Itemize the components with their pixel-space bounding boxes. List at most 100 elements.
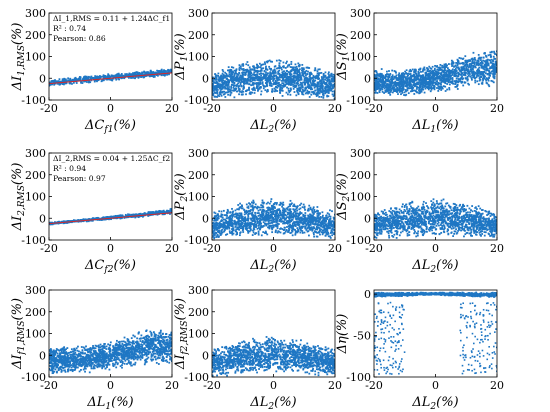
data-point <box>376 82 379 85</box>
data-point <box>387 86 389 89</box>
data-point <box>260 204 263 207</box>
data-point <box>472 71 475 73</box>
data-point <box>413 85 416 88</box>
data-point <box>264 73 267 76</box>
x-axis-label: ΔL2(%) <box>249 118 296 135</box>
data-point <box>312 82 314 85</box>
data-point <box>234 79 237 82</box>
data-point <box>444 69 447 72</box>
data-point <box>382 78 385 81</box>
data-point <box>479 78 481 81</box>
data-point <box>214 85 217 88</box>
data-point <box>454 81 457 83</box>
data-point <box>281 84 284 87</box>
data-point <box>436 65 439 67</box>
data-point <box>324 89 327 92</box>
data-point <box>282 70 285 73</box>
data-point <box>273 71 276 74</box>
data-point <box>117 77 120 80</box>
data-point <box>235 72 237 75</box>
data-point <box>276 67 278 70</box>
data-point <box>381 81 384 84</box>
data-point <box>225 80 228 83</box>
data-point <box>286 75 289 78</box>
data-point <box>265 75 268 77</box>
data-point <box>433 86 436 88</box>
data-point <box>288 228 291 231</box>
data-point <box>224 87 226 90</box>
data-point <box>285 82 288 85</box>
data-point <box>265 60 268 63</box>
data-point <box>438 66 441 69</box>
data-point <box>389 86 391 89</box>
data-point <box>235 85 238 87</box>
data-point <box>322 72 325 75</box>
y-tick-label: -100 <box>346 94 371 107</box>
data-point <box>410 74 413 77</box>
data-point <box>156 213 159 216</box>
data-point <box>85 218 88 221</box>
data-point <box>330 88 333 90</box>
data-point <box>259 81 262 83</box>
data-point <box>116 75 118 77</box>
data-point <box>432 84 434 87</box>
data-point <box>266 88 269 91</box>
data-point <box>296 89 298 92</box>
data-point <box>400 78 402 81</box>
data-point <box>374 74 376 77</box>
data-point <box>245 81 248 84</box>
data-point <box>296 69 299 72</box>
data-point <box>216 81 219 84</box>
data-point <box>125 215 127 218</box>
data-point <box>293 75 296 77</box>
data-point <box>239 74 242 77</box>
data-point <box>333 91 335 94</box>
data-point <box>75 78 77 81</box>
data-point <box>403 94 405 96</box>
data-point <box>164 211 166 214</box>
data-point <box>414 72 417 75</box>
data-point <box>419 78 422 81</box>
data-point <box>83 76 86 79</box>
data-point <box>332 77 335 80</box>
data-point <box>424 78 427 81</box>
data-point <box>262 72 264 75</box>
data-point <box>297 92 300 95</box>
data-point <box>302 81 305 84</box>
fit-annotation: R² : 0.94 <box>53 164 86 173</box>
data-point <box>119 74 122 77</box>
data-point <box>325 89 328 92</box>
data-point <box>474 65 476 68</box>
data-point <box>293 71 296 73</box>
data-point <box>448 71 450 74</box>
data-point <box>496 53 497 56</box>
data-point <box>459 70 462 72</box>
data-point <box>463 69 466 72</box>
data-point <box>299 90 301 92</box>
data-point <box>53 83 56 86</box>
data-point <box>78 77 80 80</box>
data-point <box>75 82 78 84</box>
data-point <box>219 85 222 87</box>
data-point <box>484 75 486 78</box>
data-point <box>391 78 394 81</box>
data-point <box>247 215 250 218</box>
data-point <box>297 76 300 79</box>
data-point <box>469 65 472 68</box>
data-point <box>434 74 437 76</box>
data-point <box>315 225 318 228</box>
data-point <box>326 90 328 93</box>
data-point <box>307 85 310 87</box>
data-point <box>376 78 379 80</box>
data-point <box>230 230 233 233</box>
data-point <box>374 87 375 89</box>
data-point <box>328 89 331 92</box>
data-point <box>473 75 476 78</box>
data-point <box>230 214 233 216</box>
data-point <box>239 76 242 79</box>
data-point <box>233 78 236 81</box>
data-point <box>493 57 496 60</box>
data-point <box>128 72 131 75</box>
data-point <box>273 220 276 223</box>
